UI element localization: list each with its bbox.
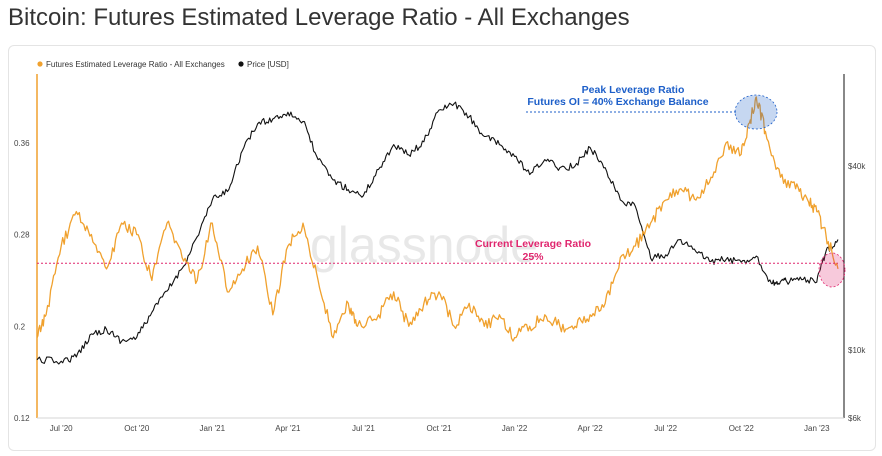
watermark: glassnode <box>310 217 538 273</box>
current-annotation-line2: 25% <box>522 251 544 263</box>
y-right-tick-2: $40k <box>848 162 866 171</box>
x-tick-2: Jan '21 <box>200 424 226 433</box>
x-tick-4: Jul '21 <box>352 424 375 433</box>
y-left-tick-3: 0.36 <box>14 139 30 148</box>
legend-price-dot <box>238 61 244 67</box>
x-tick-10: Jan '23 <box>804 424 830 433</box>
legend-leverage-dot <box>37 61 43 67</box>
x-tick-3: Apr '21 <box>275 424 301 433</box>
x-tick-1: Oct '20 <box>124 424 150 433</box>
x-tick-6: Jan '22 <box>502 424 528 433</box>
chart-card <box>8 45 876 451</box>
current-annotation-line1: Current Leverage Ratio <box>475 238 591 250</box>
legend-price-label[interactable]: Price [USD] <box>247 60 289 69</box>
x-tick-7: Apr '22 <box>578 424 604 433</box>
current-highlight-circle <box>818 252 846 288</box>
y-right-ticks: $6k $10k $40k <box>848 162 866 423</box>
legend-leverage-label[interactable]: Futures Estimated Leverage Ratio - All E… <box>46 60 225 69</box>
peak-highlight-circle <box>734 94 778 130</box>
x-tick-9: Oct '22 <box>729 424 755 433</box>
x-ticks: Jul '20 Oct '20 Jan '21 Apr '21 Jul '21 Oct '… <box>50 424 830 433</box>
peak-annotation-line2: Futures OI = 40% Exchange Balance <box>527 96 708 108</box>
x-tick-0: Jul '20 <box>50 424 73 433</box>
price-series-line <box>36 101 839 365</box>
leverage-series-line <box>36 96 839 342</box>
y-left-ticks: 0.12 0.2 0.28 0.36 <box>14 139 30 423</box>
peak-annotation-line1: Peak Leverage Ratio <box>582 84 685 96</box>
y-left-tick-1: 0.2 <box>14 322 26 331</box>
x-tick-5: Oct '21 <box>426 424 452 433</box>
y-left-tick-2: 0.28 <box>14 231 30 240</box>
page-title: Bitcoin: Futures Estimated Leverage Rati… <box>8 4 630 31</box>
y-right-tick-1: $10k <box>848 346 866 355</box>
y-right-tick-0: $6k <box>848 414 862 423</box>
y-left-tick-0: 0.12 <box>14 414 30 423</box>
x-tick-8: Jul '22 <box>654 424 677 433</box>
